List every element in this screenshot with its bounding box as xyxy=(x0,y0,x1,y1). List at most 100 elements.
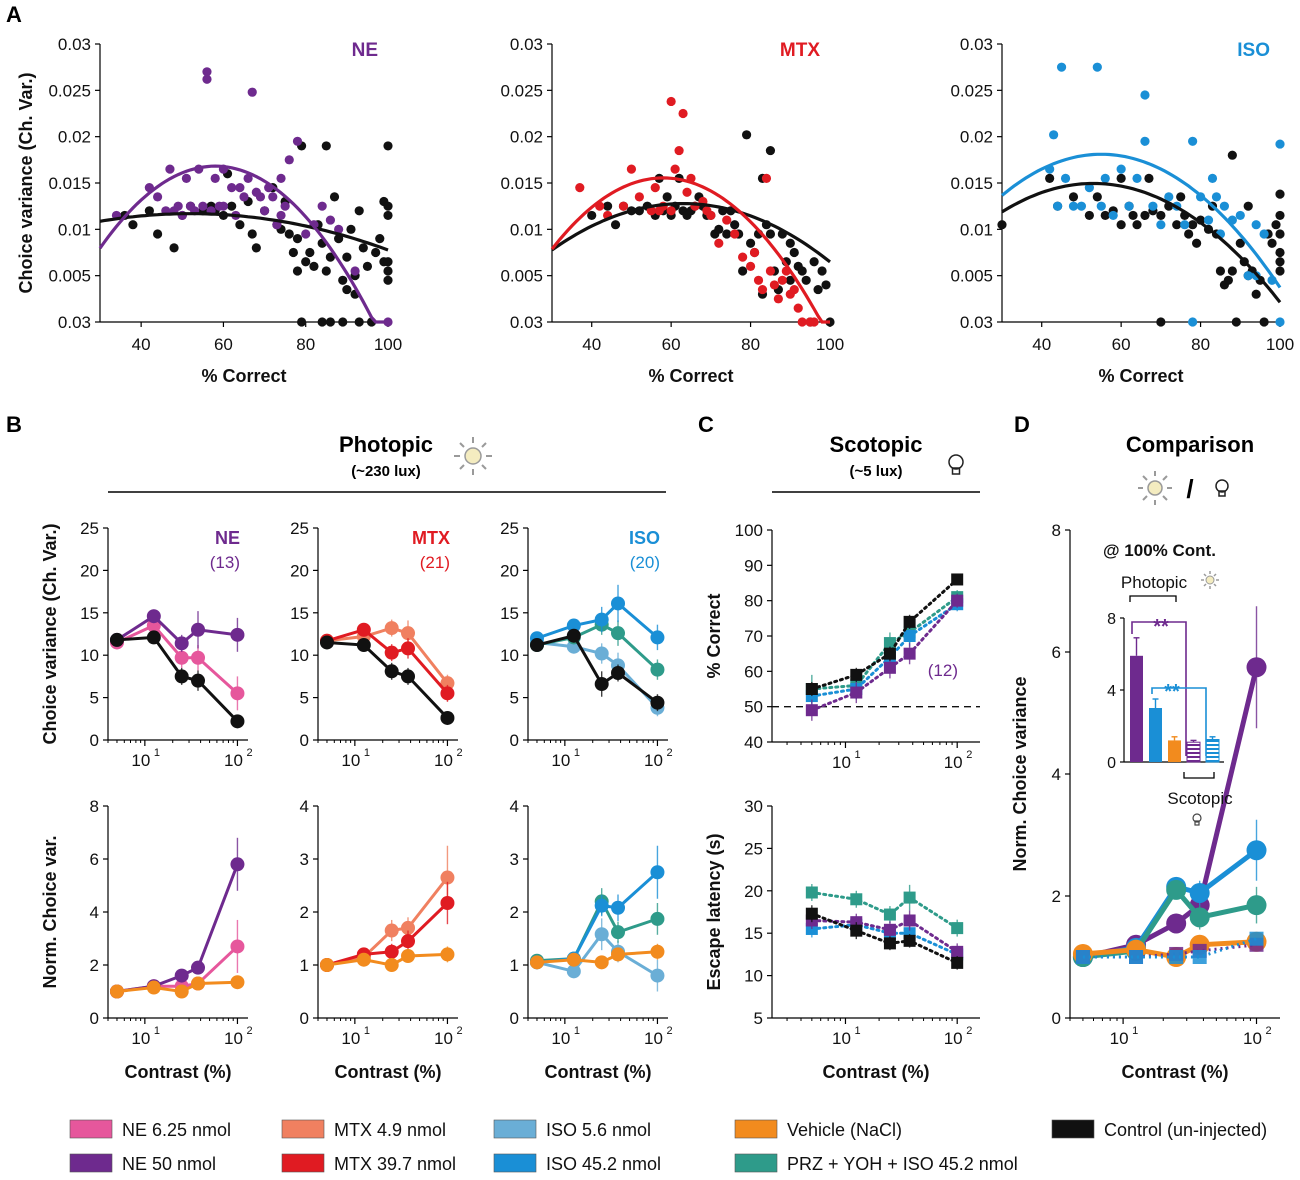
data-marker xyxy=(903,615,916,628)
scatter-point xyxy=(173,201,183,211)
scatter-point xyxy=(144,206,154,216)
x-tick-label: 10 xyxy=(434,1029,453,1048)
legend-item: ISO 45.2 nmol xyxy=(493,1153,661,1174)
scatter-point xyxy=(634,192,644,202)
scatter-point xyxy=(268,192,278,202)
scatter-point xyxy=(1148,201,1158,211)
scatter-point xyxy=(284,229,294,239)
legend-swatch xyxy=(1051,1119,1095,1139)
y-tick-label: 20 xyxy=(500,561,519,580)
series-control xyxy=(529,628,665,712)
series-line xyxy=(535,931,659,978)
scotopic-title: Scotopic xyxy=(830,432,923,457)
x-tick-exponent: 1 xyxy=(154,747,160,759)
x-tick-exponent: 2 xyxy=(246,1025,252,1037)
x-tick-label: 100 xyxy=(816,335,844,354)
scatter-point xyxy=(1188,317,1198,327)
data-marker xyxy=(356,622,371,637)
data-marker xyxy=(384,664,399,679)
scatter-point xyxy=(292,266,303,276)
y-tick-label: 1 xyxy=(510,956,519,975)
x-tick-label: 100 xyxy=(374,335,402,354)
n-label: (13) xyxy=(210,553,240,572)
scatter-point xyxy=(1068,192,1079,202)
data-marker xyxy=(230,714,245,729)
y-tick-label: 1 xyxy=(300,956,309,975)
scatter-point xyxy=(730,220,740,230)
scotopic-subtitle: (~5 lux) xyxy=(850,463,903,480)
data-marker xyxy=(1192,950,1207,964)
x-tick-label: 10 xyxy=(1243,1029,1262,1048)
scatter-point xyxy=(383,141,393,151)
x-tick-label: 10 xyxy=(832,753,851,772)
data-marker xyxy=(566,618,581,633)
scatter-point xyxy=(309,261,319,271)
data-marker xyxy=(401,948,416,963)
legend-swatch xyxy=(734,1119,778,1139)
data-marker xyxy=(174,650,189,665)
panel-letter-b: B xyxy=(6,412,22,437)
data-marker xyxy=(146,980,161,995)
data-marker xyxy=(566,964,581,979)
scatter-point xyxy=(1132,173,1142,183)
x-tick-label: 10 xyxy=(341,1029,360,1048)
x-tick-label: 60 xyxy=(662,335,681,354)
y-tick-label: 0.03 xyxy=(960,313,993,332)
scatter-point xyxy=(346,224,356,234)
y-tick-label: 50 xyxy=(744,698,763,717)
data-marker xyxy=(1246,895,1267,916)
series-iso-45-2-nmol xyxy=(529,845,665,970)
data-marker xyxy=(174,968,189,983)
data-marker xyxy=(230,627,245,642)
fit-curve-control xyxy=(551,202,831,264)
scatter-chart-a3: 0.03 0.005 0.01 0.015 0.02 0.025 0.03 40 60 80 100… xyxy=(950,35,1294,386)
scatter-point xyxy=(575,183,585,193)
data-marker xyxy=(650,968,665,983)
sig-stars-iso: ** xyxy=(1164,681,1180,703)
scatter-point xyxy=(202,74,212,84)
scatter-point xyxy=(1156,317,1166,327)
inset-bar xyxy=(1186,741,1201,763)
y-tick-label: 0.03 xyxy=(510,35,543,54)
x-tick-label: 10 xyxy=(224,751,243,770)
scatter-point xyxy=(714,238,724,248)
data-marker xyxy=(594,955,609,970)
scatter-point xyxy=(618,201,629,211)
scatter-point xyxy=(1045,173,1055,183)
y-tick-label: 25 xyxy=(290,519,309,538)
data-marker xyxy=(1129,950,1144,964)
scatter-point xyxy=(789,284,799,295)
data-marker xyxy=(356,952,371,967)
scatter-point xyxy=(646,206,656,216)
scatter-point xyxy=(1076,201,1087,211)
scatter-point xyxy=(235,220,245,230)
scatter-point xyxy=(773,294,783,304)
inset-bar-chart: @ 100% Cont. 0 4 8 Photopic Scotopic ** ** xyxy=(1103,541,1233,826)
y-tick-label: 0.025 xyxy=(48,81,91,100)
y-tick-label: 25 xyxy=(80,519,99,538)
data-marker xyxy=(850,924,863,937)
scatter-point xyxy=(789,247,799,258)
scatter-point xyxy=(276,210,286,221)
y-axis-label: Norm. Choice var. xyxy=(40,835,60,988)
x-tick-exponent: 2 xyxy=(666,747,672,759)
y-tick-label: 0 xyxy=(90,731,99,750)
scatter-point xyxy=(610,220,621,230)
scatter-point xyxy=(1100,173,1110,183)
scatter-point xyxy=(809,317,819,327)
scatter-chart-a1: 0.03 0.005 0.01 0.015 0.02 0.025 0.03 40 60 80 100… xyxy=(16,35,402,386)
data-marker xyxy=(440,947,455,962)
inset-title: @ 100% Cont. xyxy=(1103,541,1216,560)
data-marker xyxy=(384,944,399,959)
scatter-point xyxy=(722,215,732,225)
scatter-point xyxy=(1084,183,1094,193)
data-marker xyxy=(191,976,206,991)
legend-swatch xyxy=(493,1119,537,1139)
data-marker xyxy=(191,650,206,665)
scatter-point xyxy=(1211,192,1222,202)
y-tick-label: 0.015 xyxy=(48,174,91,193)
